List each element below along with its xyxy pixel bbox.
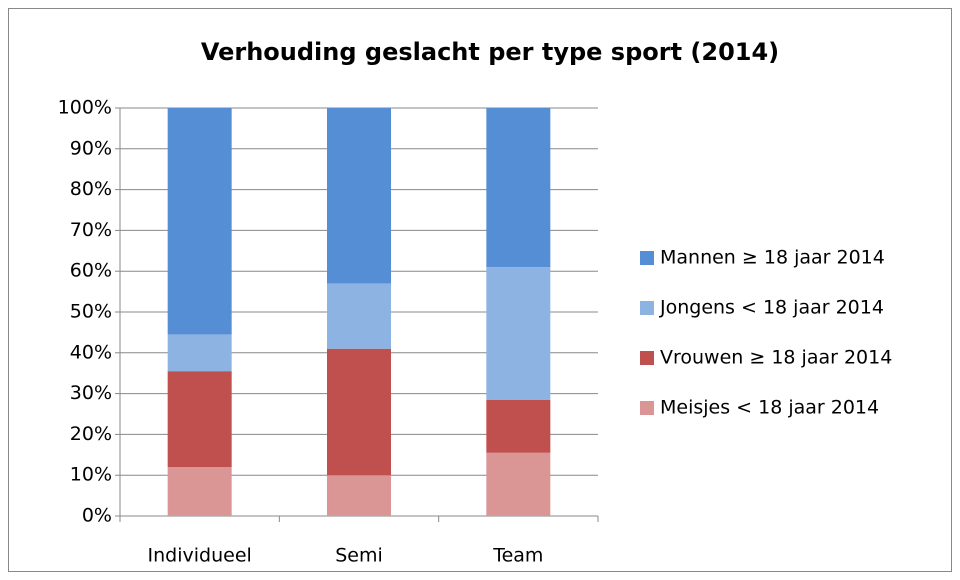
y-tick-label: 80% [70,178,112,200]
bar-segment [486,267,551,400]
bar-segment [486,108,551,268]
legend-swatch [640,351,654,365]
bar-segment [167,371,232,468]
y-tick-label: 70% [70,219,112,241]
bar-segment [486,399,551,453]
legend-label: Meisjes < 18 jaar 2014 [660,397,879,419]
y-tick-label: 50% [70,301,112,323]
y-tick-label: 0% [82,505,112,527]
x-tick-label: Team [492,545,543,567]
legend-swatch [640,301,654,315]
x-tick-label: Semi [335,545,383,567]
bar-segment [327,108,391,284]
bar-segment [486,452,551,516]
y-tick-label: 10% [70,464,112,486]
legend-label: Jongens < 18 jaar 2014 [659,297,884,319]
legend-label: Mannen ≥ 18 jaar 2014 [660,247,885,269]
bar-segment [167,467,232,516]
legend-label: Vrouwen ≥ 18 jaar 2014 [660,347,892,369]
legend-swatch [640,401,654,415]
y-tick-label: 20% [70,423,112,445]
chart-border [8,8,952,572]
x-tick-label: Individueel [148,545,252,567]
y-tick-label: 30% [70,382,112,404]
bar-segment [327,283,391,349]
y-tick-label: 90% [70,137,112,159]
bar-segment [167,334,232,372]
legend-swatch [640,251,654,265]
bar-segment [167,108,232,335]
y-tick-label: 100% [58,97,112,119]
chart-title: Verhouding geslacht per type sport (2014… [201,38,779,66]
y-tick-label: 60% [70,260,112,282]
bar-segment [327,475,391,516]
y-tick-label: 40% [70,341,112,363]
bar-segment [327,348,391,476]
